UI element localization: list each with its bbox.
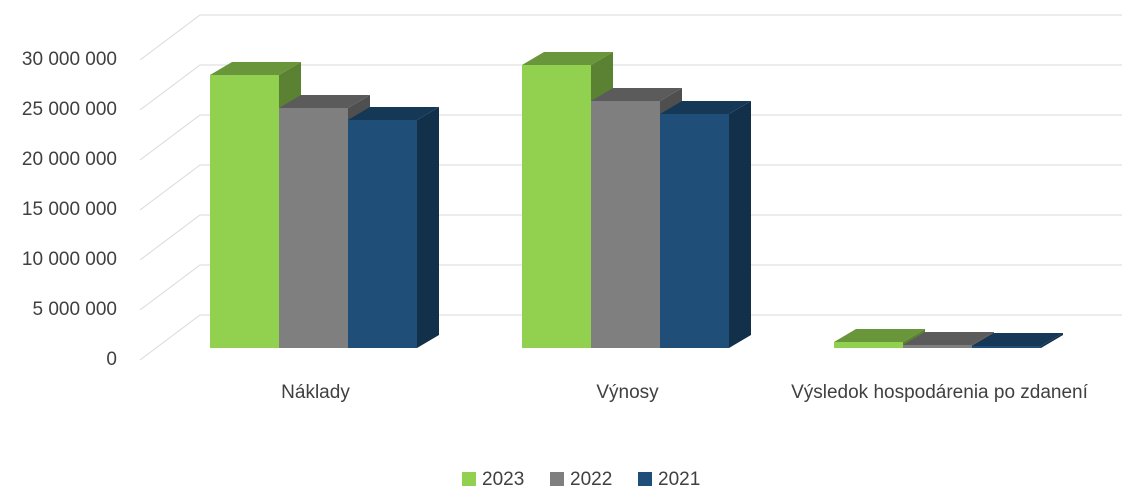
bar	[972, 333, 1063, 348]
bar	[903, 332, 994, 348]
grid-line	[139, 164, 1122, 211]
bar-front	[834, 342, 903, 348]
bar-top	[591, 88, 682, 101]
x-tick-label: Výnosy	[596, 382, 659, 403]
x-tick-label: Náklady	[281, 382, 350, 403]
legend-label: 2023	[482, 469, 524, 488]
bar-side	[729, 101, 751, 348]
bar	[348, 107, 439, 348]
y-tick-label: 20 000 000	[22, 149, 117, 170]
bar-top	[348, 107, 439, 120]
bar-top	[522, 52, 613, 65]
bar-front	[279, 108, 348, 348]
bar-top	[834, 329, 925, 342]
y-tick-label: 0	[106, 349, 117, 370]
bar-front	[903, 345, 972, 348]
legend-label: 2022	[570, 469, 612, 488]
bar-front	[522, 65, 591, 348]
legend-swatch	[550, 472, 564, 486]
bar-side	[417, 107, 439, 348]
bar-top	[210, 62, 301, 75]
bar-front	[348, 120, 417, 348]
x-tick-label: Výsledok hospodárenia po zdanení	[791, 382, 1088, 403]
y-tick-label: 5 000 000	[32, 299, 117, 320]
bar-front	[972, 346, 1041, 348]
grid-line	[139, 214, 1122, 261]
legend-label: 2021	[658, 469, 700, 488]
grid-line	[139, 114, 1122, 161]
y-tick-label: 25 000 000	[22, 99, 117, 120]
bar	[660, 101, 751, 348]
legend-swatch	[462, 472, 476, 486]
y-tick-label: 30 000 000	[22, 49, 117, 70]
bar-front	[660, 114, 729, 348]
bar-top	[660, 101, 751, 114]
grid-line	[139, 64, 1122, 111]
legend-swatch	[638, 472, 652, 486]
grid-line	[139, 314, 1122, 361]
y-tick-label: 10 000 000	[22, 249, 117, 270]
bar-front	[591, 101, 660, 348]
y-tick-label: 15 000 000	[22, 199, 117, 220]
bar-side	[1041, 333, 1063, 348]
bar-top	[279, 95, 370, 108]
bar-top	[903, 332, 994, 345]
bar-top	[972, 333, 1063, 346]
grid-line	[139, 264, 1122, 311]
grid-line	[139, 14, 1122, 61]
bar-front	[210, 75, 279, 348]
